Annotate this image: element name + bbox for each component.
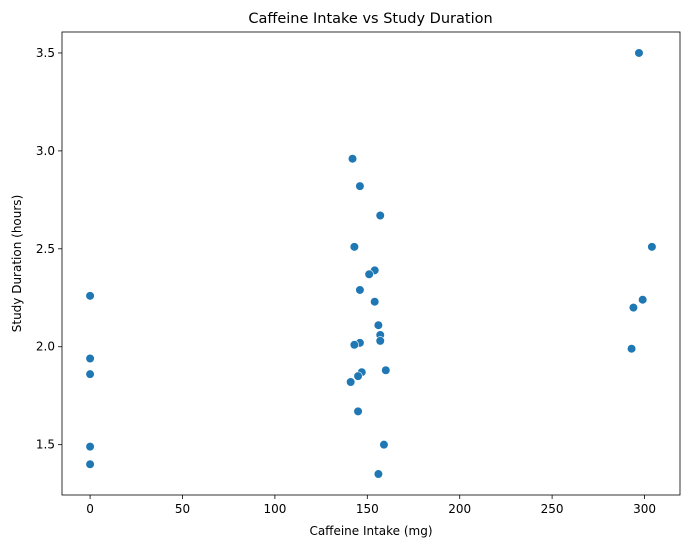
data-point <box>626 344 637 354</box>
data-point <box>353 406 363 416</box>
plot-area-frame <box>61 31 681 496</box>
y-tick-label: 3.5 <box>36 46 55 60</box>
data-point <box>349 242 359 252</box>
data-point <box>375 210 385 221</box>
x-tick-label: 100 <box>263 502 286 516</box>
data-point <box>638 295 648 305</box>
data-point <box>370 297 380 307</box>
y-tick-label: 2.0 <box>36 340 55 354</box>
x-tick-label: 250 <box>541 502 564 516</box>
data-point <box>373 469 383 479</box>
y-tick-label: 2.5 <box>36 242 55 256</box>
x-tick-label: 50 <box>175 502 190 516</box>
y-axis-label: Study Duration (hours) <box>10 195 24 333</box>
data-point <box>85 459 95 469</box>
data-point <box>364 269 374 279</box>
data-point <box>85 442 95 452</box>
data-point <box>628 302 639 313</box>
x-tick-label: 0 <box>86 502 94 516</box>
data-point <box>355 285 365 295</box>
data-point <box>381 365 391 375</box>
x-tick-label: 200 <box>448 502 471 516</box>
data-point <box>85 291 95 301</box>
y-tick-label: 1.5 <box>36 438 55 452</box>
data-point <box>347 154 358 164</box>
data-point <box>355 181 365 191</box>
data-point <box>375 336 385 346</box>
data-point <box>349 340 359 350</box>
y-tick-label: 3.0 <box>36 144 55 158</box>
data-point <box>85 369 95 379</box>
axis-ticks: 0 50 100 150 200 250 300 1.5 2.0 2.5 3.0 3.5 <box>36 46 656 516</box>
data-points <box>85 48 657 479</box>
data-point <box>353 371 363 381</box>
data-point <box>634 48 644 58</box>
x-tick-label: 300 <box>633 502 656 516</box>
data-point <box>373 320 383 330</box>
data-point <box>346 377 356 387</box>
x-tick-label: 150 <box>356 502 379 516</box>
data-point <box>85 353 95 364</box>
data-point <box>647 242 657 252</box>
data-point <box>379 440 389 450</box>
x-axis-label: Caffeine Intake (mg) <box>309 524 432 538</box>
chart-title: Caffeine Intake vs Study Duration <box>248 11 492 27</box>
